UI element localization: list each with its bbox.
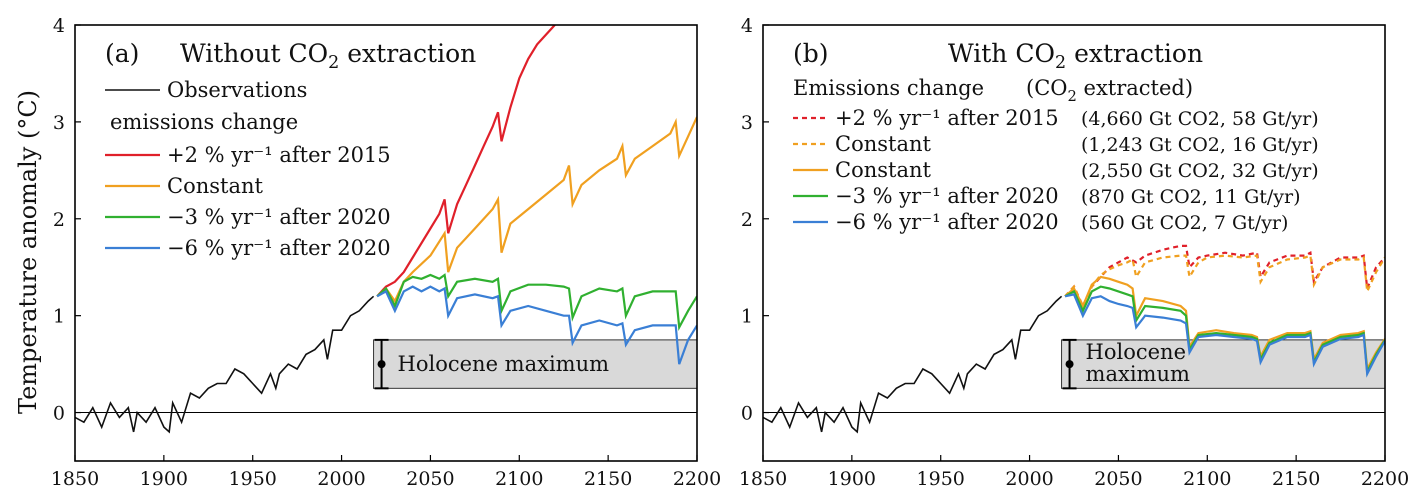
- y-tick-label: 1: [53, 306, 65, 328]
- series-line-4: [376, 285, 697, 365]
- legend-header: Emissions change: [793, 76, 984, 100]
- x-tick-label: 1850: [51, 468, 99, 490]
- legend-label-3: Constant: [835, 158, 931, 182]
- y-tick-label: 0: [53, 403, 65, 425]
- legend-label-1: +2 % yr⁻¹ after 2015: [167, 143, 391, 167]
- series-line-2: [376, 116, 697, 304]
- holocene-label: Holocene maximum: [398, 352, 610, 376]
- y-tick-label: 4: [741, 15, 753, 37]
- panel-tag: (b): [793, 39, 829, 68]
- y-tick-label: 3: [53, 112, 65, 134]
- x-tick-label: 2050: [406, 468, 454, 490]
- holocene-band: [373, 339, 698, 389]
- series-line-2: [1064, 254, 1385, 309]
- x-tick-label: 2200: [1361, 468, 1409, 490]
- x-tick-label: 2100: [495, 468, 543, 490]
- legend-label-2: Constant: [835, 132, 931, 156]
- panel-title: With CO2 extraction: [948, 39, 1203, 73]
- holocene-label-line2: maximum: [1086, 362, 1190, 386]
- legend-extracted-2: (1,243 Gt CO2, 16 Gt/yr): [1081, 134, 1319, 156]
- x-tick-label: 2000: [317, 468, 365, 490]
- observations-line: [763, 295, 1063, 434]
- series-line-1: [1064, 244, 1385, 309]
- legend-header-extracted: (CO2 extracted): [1026, 76, 1193, 105]
- plot-area: [75, 25, 697, 434]
- holocene-point: [377, 360, 386, 369]
- y-tick-label: 2: [53, 209, 65, 231]
- y-tick-label: 4: [53, 15, 65, 37]
- x-tick-label: 2050: [1094, 468, 1142, 490]
- legend-label-5: −6 % yr⁻¹ after 2020: [835, 210, 1059, 234]
- x-tick-label: 1900: [140, 468, 188, 490]
- series-line-3: [1064, 275, 1385, 373]
- x-tick-label: 2000: [1005, 468, 1053, 490]
- y-tick-label: 3: [741, 112, 753, 134]
- legend-extracted-4: (870 Gt CO2, 11 Gt/yr): [1081, 186, 1301, 208]
- axis-frame: [762, 24, 1386, 462]
- x-tick-label: 1950: [917, 468, 965, 490]
- legend-header: emissions change: [110, 110, 298, 134]
- legend-extracted-5: (560 Gt CO2, 7 Gt/yr): [1081, 212, 1288, 234]
- x-tick-label: 2200: [673, 468, 721, 490]
- y-axis-label: Temperature anomaly (°C): [14, 90, 42, 414]
- legend-label-1: +2 % yr⁻¹ after 2015: [835, 106, 1059, 130]
- panel-title: Without CO2 extraction: [180, 39, 476, 73]
- legend-label-2: Constant: [167, 174, 263, 198]
- x-tick-label: 1950: [229, 468, 277, 490]
- x-tick-label: 1900: [828, 468, 876, 490]
- series-line-4: [1064, 285, 1385, 376]
- holocene-label-line1: Holocene: [1086, 340, 1186, 364]
- legend-extracted-3: (2,550 Gt CO2, 32 Gt/yr): [1081, 160, 1319, 182]
- panel-tag: (a): [105, 39, 139, 68]
- series-line-5: [1064, 293, 1385, 378]
- legend-extracted-1: (4,660 Gt CO2, 58 Gt/yr): [1081, 108, 1319, 130]
- x-tick-label: 2150: [1272, 468, 1320, 490]
- y-tick-label: 2: [741, 209, 753, 231]
- legend-label-4: −6 % yr⁻¹ after 2020: [167, 236, 391, 260]
- x-tick-label: 1850: [739, 468, 787, 490]
- x-tick-label: 2150: [584, 468, 632, 490]
- y-tick-label: 0: [741, 403, 753, 425]
- panel-a-chart: Holocene maximum 1850 1900 1950 2000 2050 2100…: [51, 15, 721, 490]
- legend-label-3: −3 % yr⁻¹ after 2020: [167, 205, 391, 229]
- legend-label-observations: Observations: [167, 78, 307, 102]
- observations-line: [75, 295, 375, 434]
- legend-label-4: −3 % yr⁻¹ after 2020: [835, 184, 1059, 208]
- y-tick-label: 1: [741, 306, 753, 328]
- axis-frame: [74, 24, 698, 462]
- holocene-band: [1061, 339, 1386, 389]
- series-line-3: [376, 273, 697, 331]
- holocene-point: [1065, 360, 1074, 369]
- series-line-1: [376, 25, 556, 298]
- x-tick-label: 2100: [1183, 468, 1231, 490]
- plot-area: [763, 244, 1385, 434]
